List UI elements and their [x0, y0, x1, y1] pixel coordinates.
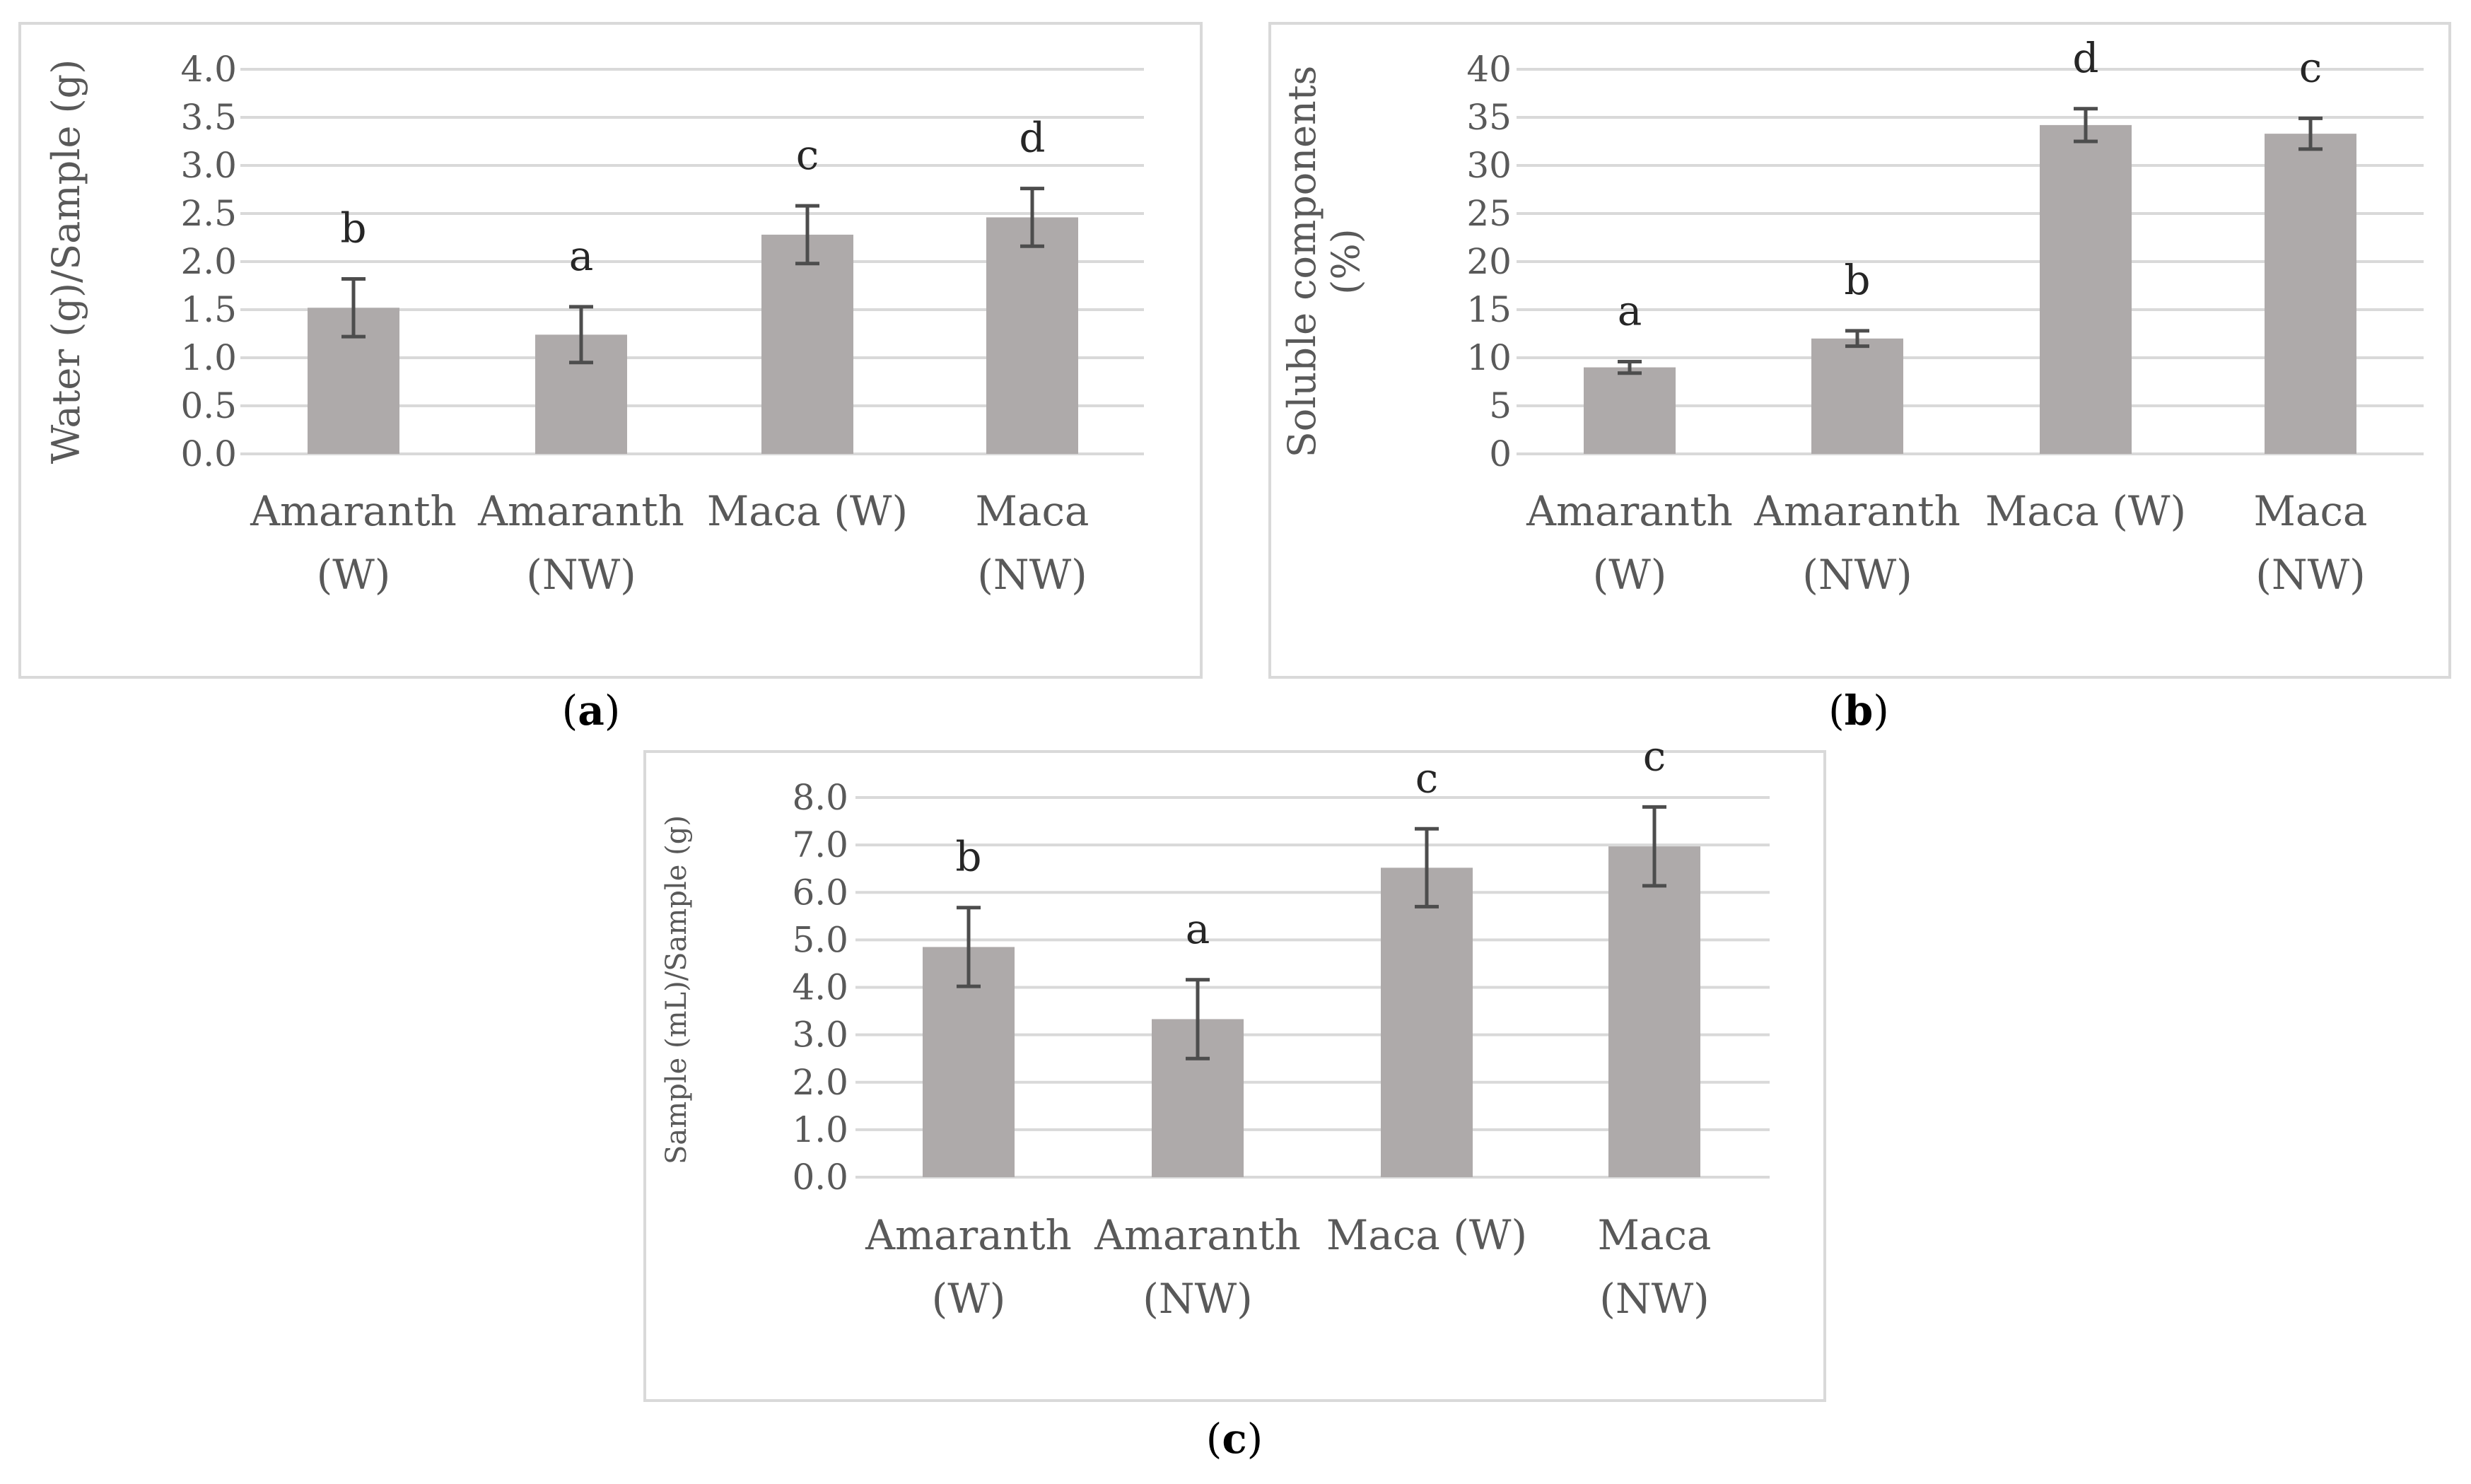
- panel-caption: (c): [1206, 1415, 1263, 1463]
- significance-letter: b: [955, 833, 981, 881]
- y-tick-label: 8.0: [792, 777, 848, 818]
- y-axis-title: Soluble components(%): [1280, 66, 1368, 457]
- x-category-label: Amaranth (W): [250, 487, 457, 599]
- y-tick-label: 15: [1466, 289, 1512, 330]
- significance-letter: c: [1643, 732, 1666, 780]
- x-category-label: Maca (NW): [1597, 1211, 1711, 1323]
- bar: [761, 234, 853, 454]
- x-category-label: Amaranth (W): [865, 1211, 1072, 1323]
- y-tick-label: 2.0: [180, 241, 237, 282]
- chart-a: 0.0 0.5 1.0 1.5 2.0 2.5 3.0 3.5 4.0 Water (g)/Sam…: [18, 22, 1203, 735]
- y-tick-label: 25: [1466, 193, 1512, 234]
- significance-letter: c: [796, 131, 819, 179]
- x-category-label: Maca (W): [1985, 487, 2186, 535]
- x-category-label: Maca (NW): [2253, 487, 2367, 599]
- bar: [1584, 367, 1676, 454]
- bar: [1608, 846, 1700, 1177]
- x-category-label: Amaranth (NW): [477, 487, 684, 599]
- significance-letter: c: [1415, 754, 1438, 802]
- significance-letter: a: [569, 232, 594, 280]
- y-tick-label: 4.0: [180, 49, 237, 90]
- x-category-label: Amaranth (NW): [1753, 487, 1961, 599]
- y-tick-label: 2.5: [180, 193, 237, 234]
- error-bar: [957, 906, 981, 988]
- bar: [1381, 867, 1473, 1177]
- y-tick-label: 1.0: [180, 337, 237, 378]
- error-bar: [2298, 116, 2323, 151]
- significance-letter: a: [1186, 905, 1210, 953]
- y-tick-label: 1.0: [792, 1109, 848, 1150]
- chart-c: 0.0 1.0 2.0 3.0 4.0 5.0 6.0 7.0 8.0 Sample (mL)/S…: [643, 732, 1826, 1463]
- error-bar: [1020, 187, 1044, 248]
- significance-letter: b: [1844, 256, 1870, 304]
- error-bar: [2074, 107, 2098, 144]
- x-category-label: Maca (NW): [975, 487, 1089, 599]
- y-tick-label: 4.0: [792, 967, 848, 1008]
- error-bar: [1845, 329, 1869, 349]
- chart-frame: [1268, 22, 2451, 679]
- bar: [2265, 134, 2356, 454]
- significance-letter: c: [2299, 43, 2322, 91]
- y-tick-label: 40: [1466, 49, 1512, 90]
- y-tick-label: 0.0: [180, 433, 237, 474]
- y-tick-label: 2.0: [792, 1062, 848, 1103]
- panel-caption: (a): [562, 687, 621, 735]
- error-bar: [1415, 826, 1439, 908]
- y-tick-label: 5.0: [792, 919, 848, 960]
- x-category-label: Maca (W): [1326, 1211, 1527, 1259]
- y-tick-label: 0: [1489, 433, 1512, 474]
- chart-frame: [643, 750, 1826, 1402]
- error-bar: [1186, 978, 1210, 1061]
- y-tick-label: 7.0: [792, 824, 848, 865]
- y-tick-label: 0.5: [180, 385, 237, 426]
- y-tick-label: 5: [1489, 385, 1512, 426]
- y-tick-label: 35: [1466, 97, 1512, 138]
- x-category-label: Amaranth (W): [1526, 487, 1733, 599]
- bar: [2040, 124, 2132, 454]
- chart-b: 0 5 10 15 20 25 30 35 40 Soluble components(%) a Am…: [1268, 22, 2451, 735]
- y-tick-label: 1.5: [180, 289, 237, 330]
- bar: [986, 217, 1078, 454]
- error-bar: [1642, 805, 1666, 888]
- y-tick-label: 6.0: [792, 872, 848, 913]
- bar: [1811, 338, 1903, 454]
- x-category-label: Maca (W): [707, 487, 908, 535]
- y-tick-label: 0.0: [792, 1157, 848, 1198]
- error-bar: [795, 204, 819, 266]
- significance-letter: a: [1618, 286, 1642, 334]
- chart-frame: [18, 22, 1203, 679]
- y-axis-title: Water (g)/Sample (g): [44, 59, 88, 465]
- y-tick-label: 20: [1466, 241, 1512, 282]
- y-tick-label: 3.5: [180, 97, 237, 138]
- significance-letter: d: [2072, 34, 2098, 82]
- x-category-label: Amaranth (NW): [1094, 1211, 1301, 1323]
- significance-letter: b: [340, 204, 366, 252]
- y-tick-label: 3.0: [792, 1015, 848, 1056]
- significance-letter: d: [1019, 114, 1045, 162]
- y-tick-label: 10: [1466, 337, 1512, 378]
- panel-caption: (b): [1828, 687, 1889, 735]
- error-bar: [569, 305, 593, 365]
- y-axis-title: Sample (mL)/Sample (g): [660, 815, 693, 1164]
- y-tick-label: 3.0: [180, 145, 237, 186]
- error-bar: [1618, 359, 1642, 375]
- y-tick-label: 30: [1466, 145, 1512, 186]
- error-bar: [341, 276, 366, 339]
